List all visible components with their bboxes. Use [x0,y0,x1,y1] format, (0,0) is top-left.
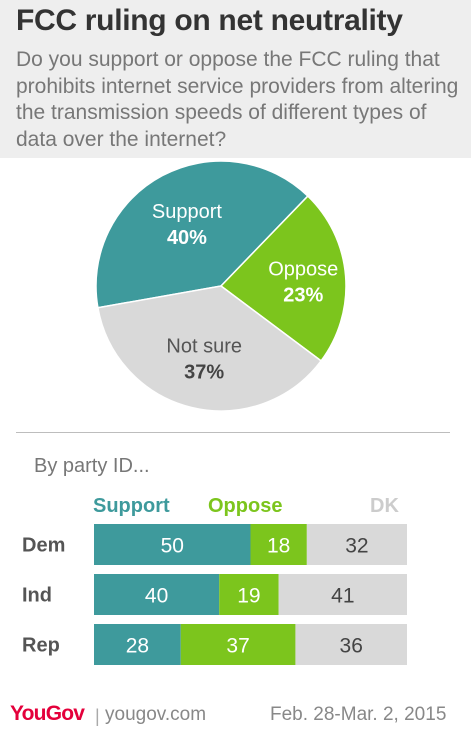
bar-value-dem-oppose: 18 [267,535,290,558]
pie-value-oppose: 23% [283,284,323,306]
bar-ind-dk [278,574,407,615]
yougov-logo: YouGov [10,702,85,725]
pie-chart: Support 40% Oppose 23% Not sure 37% [95,160,347,412]
bar-dem-support [94,524,251,565]
survey-dates: Feb. 28-Mar. 2, 2015 [270,704,447,725]
bar-value-rep-dk: 36 [340,635,363,658]
pie-label-oppose: Oppose [268,258,338,280]
pie-value-not-sure: 37% [184,362,224,384]
question-text: Do you support or oppose the FCC ruling … [16,48,459,151]
party-section-heading: By party ID... [34,455,150,477]
bar-dem-oppose [250,524,307,565]
footer-separator: | [95,706,100,726]
pie-slice-support [95,160,309,309]
bar-value-ind-oppose: 19 [237,585,260,608]
bar-value-ind-support: 40 [145,585,168,608]
divider [16,432,450,433]
bar-value-rep-support: 28 [126,635,149,658]
legend-dk: DK [370,495,399,517]
pie-slice-oppose [219,195,347,362]
bar-value-dem-support: 50 [161,535,184,558]
bar-rep-dk [295,624,407,665]
pie-value-support: 40% [167,227,207,249]
row-label-ind: Ind [22,585,52,607]
legend-support: Support [93,495,170,517]
row-label-rep: Rep [22,635,60,657]
bar-ind-oppose [219,574,279,615]
bar-value-rep-oppose: 37 [226,635,249,658]
pie-label-support: Support [152,201,222,223]
bar-rep-support [94,624,181,665]
page-title: FCC ruling on net neutrality [16,4,403,37]
legend-oppose: Oppose [208,495,283,517]
footer-site-link[interactable]: yougov.com [105,704,207,725]
party-bar-chart: Dem 50 18 32 Ind 40 19 41 Rep 28 37 36 [22,524,407,665]
header-panel: FCC ruling on net neutrality Do you supp… [0,0,471,158]
bar-value-ind-dk: 41 [331,585,354,608]
pie-label-not-sure: Not sure [166,336,242,358]
bar-dem-dk [306,524,407,565]
bar-ind-support [94,574,220,615]
bar-value-dem-dk: 32 [345,535,368,558]
row-label-dem: Dem [22,535,65,557]
pie-slice-not-sure [97,285,323,412]
bar-rep-oppose [180,624,296,665]
